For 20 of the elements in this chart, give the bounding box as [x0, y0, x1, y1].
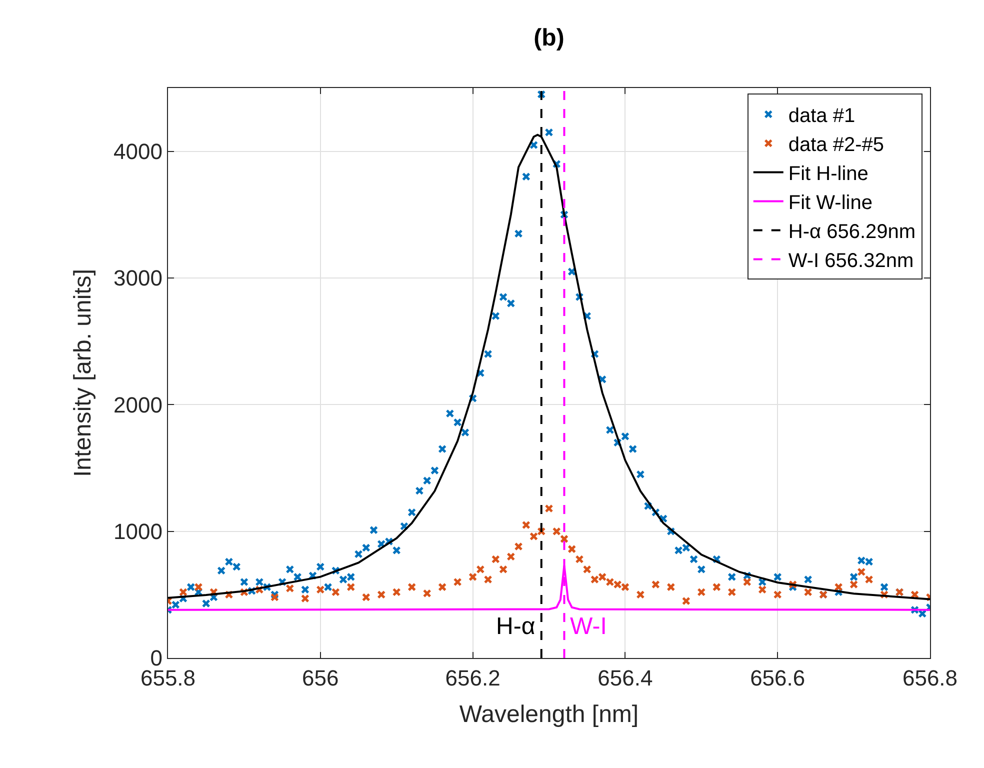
- legend-label: Fit H-line: [788, 163, 868, 185]
- x-tick-label: 656: [302, 666, 339, 690]
- x-tick-label: 656.4: [598, 666, 653, 690]
- x-tick-label: 656.8: [902, 666, 958, 690]
- legend-label: W-I 656.32nm: [788, 250, 914, 272]
- y-tick-label: 1000: [114, 519, 162, 544]
- legend-label: data #1: [788, 105, 856, 127]
- legend-label: data #2-#5: [788, 134, 884, 156]
- y-axis-title: Intensity [arb. units]: [70, 268, 97, 478]
- chart-title: (b): [534, 24, 564, 52]
- x-axis-title: Wavelength [nm]: [459, 700, 639, 728]
- annotation: H-α: [496, 613, 536, 640]
- legend-label: Fit W-line: [788, 192, 872, 214]
- annotation: W-I: [570, 613, 607, 640]
- legend-label: H-α 656.29nm: [788, 221, 916, 243]
- y-tick-label: 3000: [114, 266, 162, 291]
- y-tick-label: 4000: [114, 139, 162, 164]
- x-tick-label: 656.2: [445, 666, 500, 690]
- y-tick-label: 2000: [114, 392, 162, 418]
- x-tick-label: 656.6: [750, 666, 806, 690]
